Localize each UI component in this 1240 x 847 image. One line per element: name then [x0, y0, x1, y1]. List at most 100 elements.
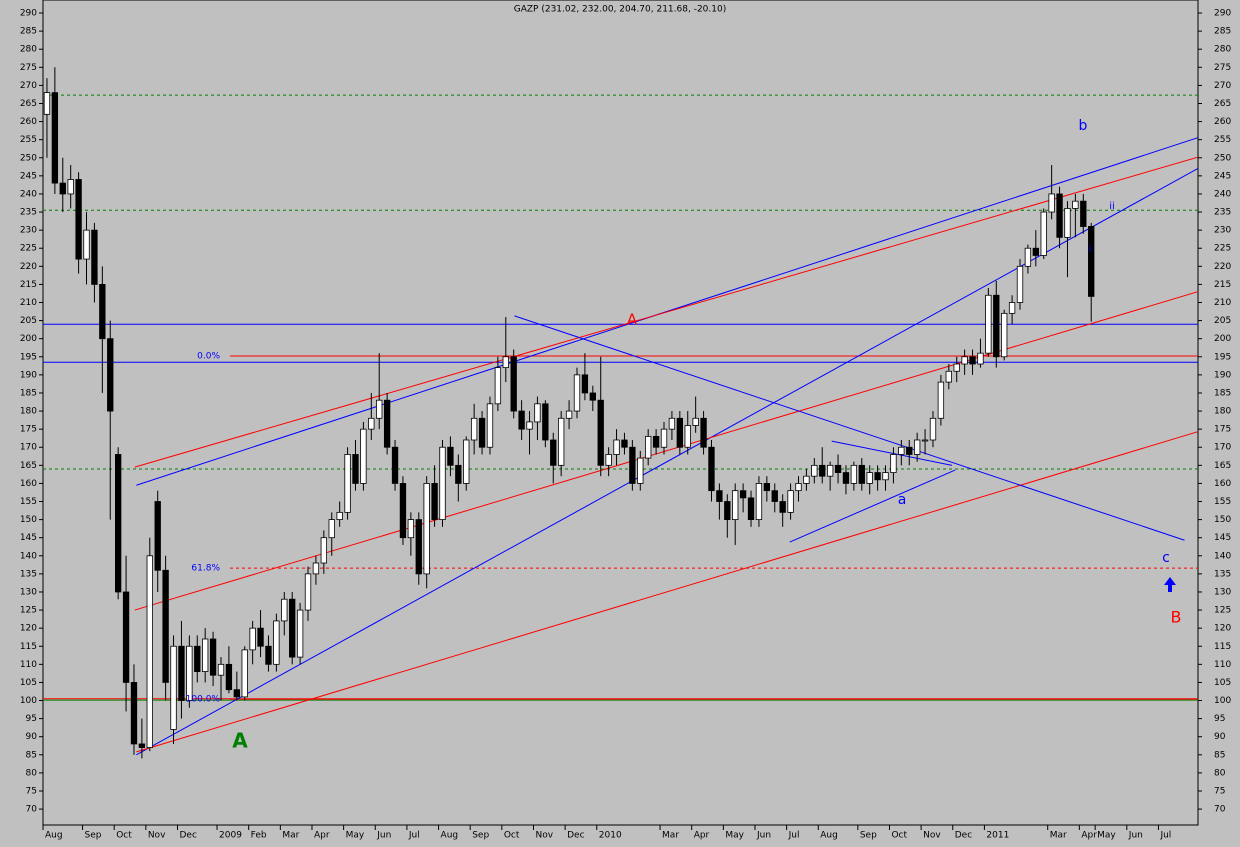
candle-body	[779, 501, 786, 513]
x-tick-label: Sep	[860, 831, 877, 841]
candle-body	[257, 627, 264, 647]
y-tick-label: 260	[1214, 117, 1231, 127]
y-tick-label: 255	[20, 135, 37, 145]
y-tick-label: 120	[1214, 624, 1231, 634]
candle-body	[518, 410, 525, 430]
candle-body	[1056, 193, 1063, 238]
y-tick-label: 155	[20, 497, 37, 507]
candle-body	[1008, 302, 1016, 314]
y-tick-label: 165	[1214, 461, 1231, 471]
candle-body	[273, 620, 280, 665]
x-tick-label: Jun	[1128, 831, 1143, 841]
candle-body	[1088, 226, 1095, 297]
candle-body	[391, 446, 399, 484]
y-tick-label: 125	[1214, 606, 1231, 616]
candle-body	[660, 428, 668, 448]
trend-line	[789, 469, 956, 543]
candle-body	[1001, 312, 1008, 358]
candle-body	[937, 381, 945, 419]
candle-body	[194, 645, 201, 672]
fib-label: 61.8%	[191, 564, 220, 574]
candle-body	[953, 363, 960, 372]
candle-body	[676, 417, 684, 448]
wave-label: i	[1089, 244, 1092, 255]
candle-body	[217, 663, 225, 676]
y-tick-label: 200	[20, 334, 37, 344]
y-tick-label: 110	[20, 660, 37, 670]
x-tick-label: Jul	[408, 831, 420, 841]
candle-body	[439, 446, 446, 521]
y-tick-label: 205	[1214, 316, 1231, 326]
candle-body	[478, 417, 486, 448]
y-tick-label: 130	[1214, 587, 1231, 597]
candle-body	[803, 475, 810, 484]
y-tick-label: 225	[20, 244, 37, 254]
candle-body	[581, 374, 589, 394]
x-tick-label: Nov	[148, 831, 166, 841]
candle-body	[882, 472, 889, 481]
candle-body	[850, 464, 858, 484]
y-tick-label: 105	[20, 678, 37, 688]
candle-body	[130, 682, 138, 745]
candle-body	[819, 464, 826, 477]
y-tick-label: 275	[20, 63, 37, 73]
y-tick-label: 180	[1214, 407, 1231, 417]
x-tick-label: Oct	[116, 831, 132, 841]
candle-body	[929, 417, 937, 441]
x-tick-label: May	[725, 831, 744, 841]
candle-body	[494, 367, 502, 405]
candle-body	[637, 457, 644, 484]
candle-body	[692, 417, 699, 426]
candle-body	[51, 92, 59, 184]
x-tick-label: Mar	[662, 831, 679, 841]
candle-body	[629, 446, 636, 484]
trend-line	[136, 431, 1198, 753]
chart-title: GAZP (231.02, 232.00, 204.70, 211.68, -2…	[514, 5, 726, 15]
candle-body	[985, 294, 992, 354]
candle-body	[668, 417, 676, 430]
x-tick-label: Jun	[376, 831, 391, 841]
x-tick-label: Aug	[45, 831, 63, 841]
y-tick-label: 270	[1214, 81, 1231, 91]
candle-body	[1072, 200, 1079, 209]
x-tick-label: Sep	[472, 831, 489, 841]
y-tick-label: 250	[1214, 153, 1231, 163]
y-tick-label: 150	[20, 515, 37, 525]
y-tick-label: 105	[1214, 678, 1231, 688]
candle-body	[874, 472, 881, 481]
candle-body	[281, 598, 288, 622]
x-tick-label: Jun	[756, 831, 771, 841]
candle-body	[455, 464, 462, 484]
candle-body	[597, 399, 604, 466]
y-tick-label: 280	[1214, 45, 1231, 55]
x-tick-label: Aug	[820, 831, 838, 841]
y-tick-label: 235	[20, 208, 37, 218]
candle-body	[146, 555, 153, 748]
y-tick-label: 75	[1214, 786, 1225, 796]
candle-body	[550, 439, 557, 466]
candle-body	[1080, 200, 1087, 227]
candle-body	[265, 645, 272, 665]
y-tick-label: 270	[20, 81, 37, 91]
candle-body	[407, 519, 415, 539]
candle-body	[233, 689, 240, 698]
x-tick-label: Apr	[694, 831, 710, 841]
candle-body	[383, 399, 391, 448]
candle-body	[652, 435, 660, 448]
candle-body	[684, 425, 691, 448]
candle-body	[447, 446, 454, 466]
y-tick-label: 130	[20, 587, 37, 597]
candle-body	[1016, 265, 1024, 303]
y-tick-label: 245	[20, 171, 37, 181]
wave-label: B	[1171, 608, 1182, 627]
candles	[43, 67, 1095, 759]
candle-body	[431, 483, 438, 521]
candle-body	[289, 598, 296, 658]
y-tick-label: 290	[20, 9, 37, 19]
candle-body	[463, 439, 470, 484]
y-tick-label: 240	[1214, 189, 1231, 199]
y-tick-label: 250	[20, 153, 37, 163]
y-tick-label: 245	[1214, 171, 1231, 181]
candle-body	[589, 392, 596, 401]
candle-body	[99, 284, 106, 340]
